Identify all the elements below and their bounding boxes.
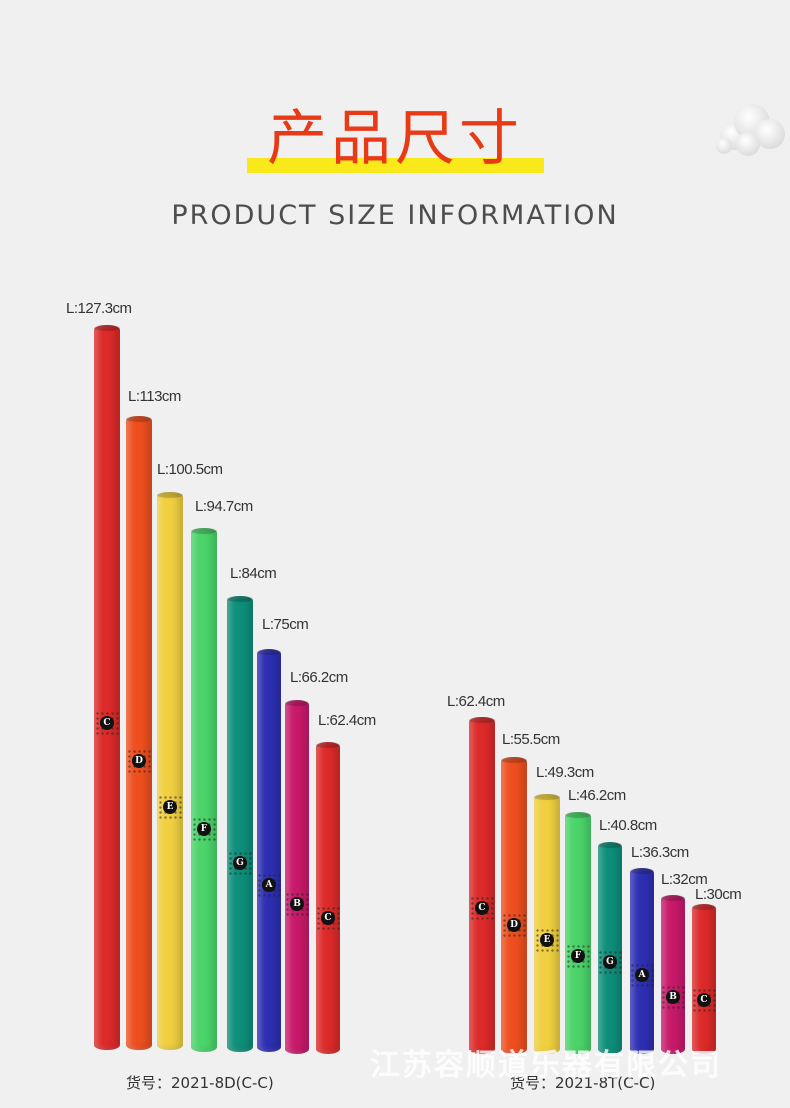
tube-opening: [126, 416, 152, 422]
small-length-label-5: L:40.8cm: [599, 817, 657, 834]
tube-opening: [692, 904, 716, 910]
tube-opening: [257, 649, 281, 655]
note-badge: C: [697, 993, 711, 1007]
large-length-label-5: L:84cm: [230, 565, 277, 582]
note-badge: E: [163, 800, 177, 814]
note-badge: G: [233, 856, 247, 870]
note-badge: B: [666, 990, 680, 1004]
tube-opening: [598, 842, 622, 848]
tube-opening: [316, 742, 340, 748]
note-badge: F: [197, 822, 211, 836]
tube-opening: [630, 868, 654, 874]
cloud-icon: [716, 104, 785, 156]
large-tube-a-6: A: [257, 649, 281, 1052]
note-badge: D: [132, 754, 146, 768]
note-badge: E: [540, 933, 554, 947]
note-badge: C: [475, 901, 489, 915]
small-tube-d-2: D: [501, 757, 527, 1054]
small-tube-g-5: G: [598, 842, 622, 1054]
tube-opening: [469, 717, 495, 723]
large-length-label-6: L:75cm: [262, 616, 309, 633]
small-length-label-1: L:62.4cm: [447, 693, 505, 710]
note-badge: C: [100, 716, 114, 730]
note-badge: C: [321, 911, 335, 925]
small-length-label-7: L:32cm: [661, 871, 708, 888]
small-tube-a-6: A: [630, 868, 654, 1054]
large-length-label-2: L:113cm: [128, 388, 181, 405]
small-tube-c-8: C: [692, 904, 716, 1054]
tube-opening: [191, 528, 217, 534]
tube-opening: [534, 794, 560, 800]
small-length-label-8: L:30cm: [695, 886, 742, 903]
small-length-label-3: L:49.3cm: [536, 764, 594, 781]
large-length-label-3: L:100.5cm: [157, 461, 223, 478]
large-length-label-4: L:94.7cm: [195, 498, 253, 515]
note-badge: A: [635, 968, 649, 982]
large-tube-b-7: B: [285, 700, 309, 1054]
note-badge: G: [603, 955, 617, 969]
large-length-label-8: L:62.4cm: [318, 712, 376, 729]
small-tube-b-7: B: [661, 895, 685, 1054]
small-tube-e-3: E: [534, 794, 560, 1054]
note-badge: B: [290, 897, 304, 911]
watermark: 江苏容顺道乐器有限公司: [370, 1048, 722, 1083]
large-tube-g-5: G: [227, 596, 253, 1052]
small-tube-f-4: F: [565, 812, 591, 1054]
model-number-small: 货号：2021-8T(C-C): [510, 1074, 656, 1092]
tube-opening: [501, 757, 527, 763]
small-length-label-6: L:36.3cm: [631, 844, 689, 861]
large-tube-c-8: C: [316, 742, 340, 1054]
page-subtitle: PRODUCT SIZE INFORMATION: [171, 200, 619, 231]
tube-opening: [157, 492, 183, 498]
tube-opening: [285, 700, 309, 706]
tube-opening: [94, 325, 120, 331]
large-length-label-1: L:127.3cm: [66, 300, 132, 317]
note-badge: F: [571, 949, 585, 963]
large-length-label-7: L:66.2cm: [290, 669, 348, 686]
large-tube-f-4: F: [191, 528, 217, 1052]
page-title: 产品尺寸: [267, 104, 523, 174]
large-tube-c-1: C: [94, 325, 120, 1050]
large-tube-e-3: E: [157, 492, 183, 1050]
model-number-large: 货号：2021-8D(C-C): [126, 1074, 274, 1092]
tube-opening: [661, 895, 685, 901]
small-length-label-4: L:46.2cm: [568, 787, 626, 804]
small-tube-c-1: C: [469, 717, 495, 1054]
small-length-label-2: L:55.5cm: [502, 731, 560, 748]
tube-opening: [565, 812, 591, 818]
note-badge: A: [262, 878, 276, 892]
tube-opening: [227, 596, 253, 602]
note-badge: D: [507, 918, 521, 932]
large-tube-d-2: D: [126, 416, 152, 1050]
title-highlight-bar: [247, 158, 544, 173]
